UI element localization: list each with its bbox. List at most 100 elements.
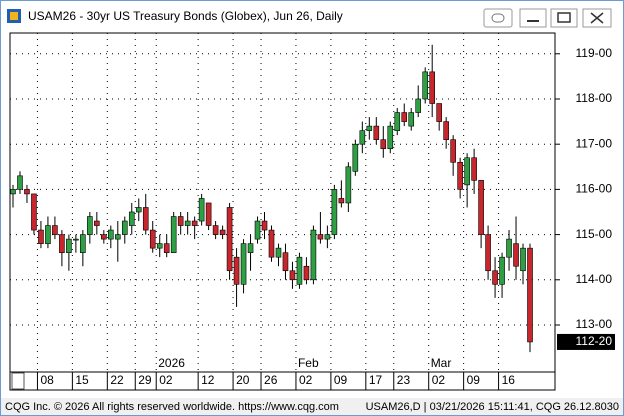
last-price-label: 112-20 — [576, 334, 613, 348]
candle-body — [191, 220, 198, 226]
close-icon — [590, 12, 604, 24]
candle-body — [338, 198, 345, 204]
candle-body — [163, 243, 170, 253]
candle-body — [429, 71, 435, 104]
date-strip — [9, 371, 556, 391]
candle-body — [296, 256, 303, 285]
minimize-button[interactable] — [519, 8, 547, 28]
footer-left: CQG Inc. © 2026 All rights reserved worl… — [5, 401, 339, 413]
candle-body — [226, 207, 233, 272]
candle-body — [59, 234, 65, 253]
candle-body — [212, 225, 219, 235]
candle-body — [80, 234, 86, 253]
candle-body — [394, 112, 401, 131]
candle-body — [94, 220, 100, 226]
candle-body — [387, 125, 394, 150]
y-tick-label: 113-00 — [576, 317, 613, 331]
candle-body — [317, 234, 324, 240]
x-tick-label: 17 — [369, 373, 383, 387]
x-tick-label: 08 — [40, 373, 54, 387]
y-tick-label: 119-00 — [576, 46, 613, 60]
candle-body — [443, 121, 449, 140]
candle-body — [366, 125, 373, 131]
candle-body — [408, 112, 415, 127]
x-tick-label: 23 — [397, 373, 411, 387]
candle-body — [240, 243, 247, 285]
candle-body — [331, 189, 338, 235]
candle-body — [121, 220, 128, 235]
restore-icon — [557, 12, 571, 23]
footer-bar — [1, 398, 623, 415]
title-bar — [1, 1, 623, 31]
candle-body — [233, 256, 240, 285]
candle-body — [101, 234, 107, 240]
candle-body — [275, 247, 282, 258]
candle-body — [422, 71, 429, 100]
candle-body — [352, 143, 359, 172]
candle-body — [527, 247, 533, 343]
candle-body — [73, 238, 79, 241]
candle-body — [247, 243, 254, 253]
candle-body — [108, 229, 114, 240]
candle-body — [254, 220, 261, 240]
x-tick-label: 16 — [502, 373, 516, 387]
candle-body — [149, 229, 156, 249]
candle-body — [464, 157, 470, 186]
candle-body — [31, 193, 37, 231]
y-tick-label: 117-00 — [576, 136, 613, 150]
y-tick-label: 118-00 — [576, 91, 613, 105]
candle-body — [401, 112, 408, 122]
month-label: Mar — [431, 356, 452, 370]
candle-body — [205, 202, 212, 226]
x-tick-label: 02 — [299, 373, 313, 387]
last-price-box — [557, 333, 615, 350]
candle-body — [492, 270, 498, 285]
restore-button[interactable] — [550, 8, 578, 28]
candle-body — [268, 229, 275, 258]
candle-body — [499, 256, 505, 285]
candle-body — [10, 189, 16, 195]
x-tick-label: 12 — [201, 373, 215, 387]
candle-body — [261, 220, 268, 231]
candle-body — [513, 243, 519, 267]
candle-body — [471, 157, 477, 181]
candle-body — [170, 216, 177, 253]
candle-body — [506, 238, 512, 258]
window-title: USAM26 - 30yr US Treasury Bonds (Globex)… — [28, 9, 343, 23]
candle-body — [24, 189, 30, 195]
link-icon — [491, 13, 505, 23]
x-tick-label: 09 — [334, 373, 348, 387]
y-tick-label: 114-00 — [576, 272, 613, 286]
candle-body — [52, 225, 58, 235]
footer-right: USAM26,D | 03/21/2026 15:11:41, CQG 26.1… — [366, 401, 619, 413]
candle-body — [198, 198, 205, 222]
candle-body — [17, 175, 23, 190]
candle-body — [373, 125, 380, 140]
candle-body — [219, 229, 226, 235]
scroll-box[interactable] — [11, 372, 25, 390]
candle-body — [156, 243, 163, 249]
candle-body — [282, 252, 289, 272]
candle-body — [485, 234, 491, 272]
candle-body — [289, 270, 296, 281]
candle-body — [324, 234, 331, 240]
candle-body — [87, 216, 93, 235]
x-tick-label: 09 — [467, 373, 481, 387]
candle-body — [45, 225, 51, 244]
candle-body — [128, 211, 135, 226]
candle-body — [303, 265, 310, 281]
link-button[interactable] — [483, 8, 513, 28]
candle-body — [457, 161, 463, 190]
candle-body — [380, 139, 387, 150]
candle-body — [184, 220, 191, 226]
x-tick-label: 22 — [110, 373, 124, 387]
candle-body — [345, 166, 352, 204]
candle-body — [415, 98, 422, 113]
candle-body — [436, 103, 442, 122]
y-tick-label: 116-00 — [576, 182, 613, 196]
candle-body — [135, 207, 142, 213]
candle-body — [359, 130, 366, 145]
month-label: Feb — [298, 356, 319, 370]
month-label: 2026 — [158, 356, 185, 370]
